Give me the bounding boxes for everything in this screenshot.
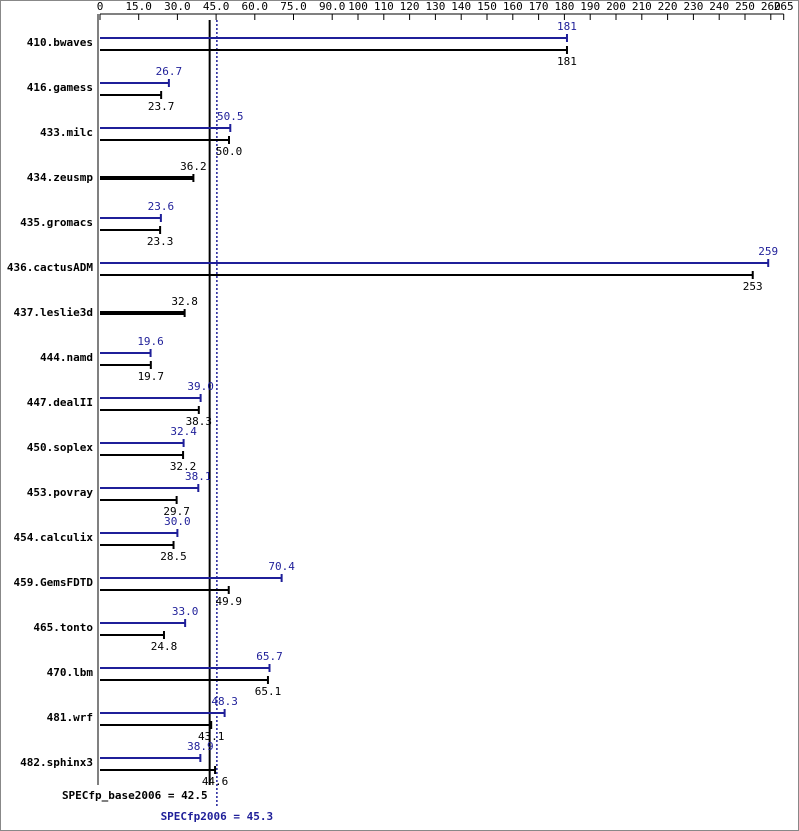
value-label: 253 <box>743 280 763 293</box>
value-label: 26.7 <box>156 65 183 78</box>
x-tick-label: 190 <box>580 0 600 13</box>
x-tick-label: 45.0 <box>203 0 230 13</box>
category-label: 470.lbm <box>47 666 94 679</box>
category-label: 436.cactusADM <box>7 261 93 274</box>
x-tick-label: 260 <box>761 0 781 13</box>
value-label: 23.7 <box>148 100 175 113</box>
x-tick-label: 180 <box>554 0 574 13</box>
value-label: 24.8 <box>151 640 178 653</box>
category-label: 453.povray <box>27 486 94 499</box>
x-tick-label: 160 <box>503 0 523 13</box>
category-label: 434.zeusmp <box>27 171 94 184</box>
value-label: 23.3 <box>147 235 174 248</box>
x-tick-label: 250 <box>735 0 755 13</box>
x-tick-label: 200 <box>606 0 626 13</box>
x-tick-label: 60.0 <box>242 0 269 13</box>
category-label: 459.GemsFDTD <box>14 576 94 589</box>
value-label: 38.1 <box>185 470 212 483</box>
category-label: 454.calculix <box>14 531 94 544</box>
x-tick-label: 230 <box>683 0 703 13</box>
value-label: 39.0 <box>187 380 214 393</box>
value-label: 49.9 <box>215 595 242 608</box>
x-tick-label: 170 <box>529 0 549 13</box>
value-label: 38.9 <box>187 740 214 753</box>
category-label: 437.leslie3d <box>14 306 93 319</box>
x-tick-label: 265 <box>774 0 794 13</box>
value-label: 65.7 <box>256 650 283 663</box>
category-label: 481.wrf <box>47 711 93 724</box>
value-label: 32.4 <box>170 425 197 438</box>
x-tick-label: 240 <box>709 0 729 13</box>
x-tick-label: 75.0 <box>280 0 307 13</box>
value-label: 33.0 <box>172 605 199 618</box>
x-tick-label: 140 <box>451 0 471 13</box>
category-label: 465.tonto <box>33 621 93 634</box>
value-label: 32.2 <box>170 460 197 473</box>
value-label: 38.3 <box>186 415 213 428</box>
x-tick-label: 0 <box>97 0 104 13</box>
x-tick-label: 100 <box>348 0 368 13</box>
value-label: 48.3 <box>211 695 238 708</box>
x-tick-label: 220 <box>658 0 678 13</box>
value-label: 19.6 <box>137 335 164 348</box>
category-label: 444.namd <box>40 351 93 364</box>
category-label: 447.dealII <box>27 396 93 409</box>
category-label: 435.gromacs <box>20 216 93 229</box>
x-tick-label: 210 <box>632 0 652 13</box>
value-label: 30.0 <box>164 515 191 528</box>
x-tick-label: 130 <box>425 0 445 13</box>
category-label: 450.soplex <box>27 441 94 454</box>
category-label: 416.gamess <box>27 81 93 94</box>
x-tick-label: 30.0 <box>164 0 191 13</box>
category-label: 433.milc <box>40 126 93 139</box>
reference-label: SPECfp2006 = 45.3 <box>161 810 274 823</box>
value-label: 23.6 <box>148 200 175 213</box>
value-label: 36.2 <box>180 160 207 173</box>
value-label: 43.1 <box>198 730 225 743</box>
x-tick-label: 110 <box>374 0 394 13</box>
value-label: 32.8 <box>171 295 198 308</box>
x-tick-label: 15.0 <box>125 0 152 13</box>
value-label: 29.7 <box>163 505 190 518</box>
x-tick-label: 150 <box>477 0 497 13</box>
value-label: 44.6 <box>202 775 229 788</box>
value-label: 259 <box>758 245 778 258</box>
value-label: 181 <box>557 55 577 68</box>
category-label: 482.sphinx3 <box>20 756 93 769</box>
value-label: 28.5 <box>160 550 187 563</box>
reference-label: SPECfp_base2006 = 42.5 <box>62 789 208 802</box>
value-label: 65.1 <box>255 685 282 698</box>
x-tick-label: 90.0 <box>319 0 346 13</box>
value-label: 19.7 <box>138 370 165 383</box>
value-label: 181 <box>557 20 577 33</box>
value-label: 50.5 <box>217 110 244 123</box>
x-tick-label: 120 <box>400 0 420 13</box>
category-label: 410.bwaves <box>27 36 93 49</box>
value-label: 50.0 <box>216 145 243 158</box>
value-label: 70.4 <box>268 560 295 573</box>
